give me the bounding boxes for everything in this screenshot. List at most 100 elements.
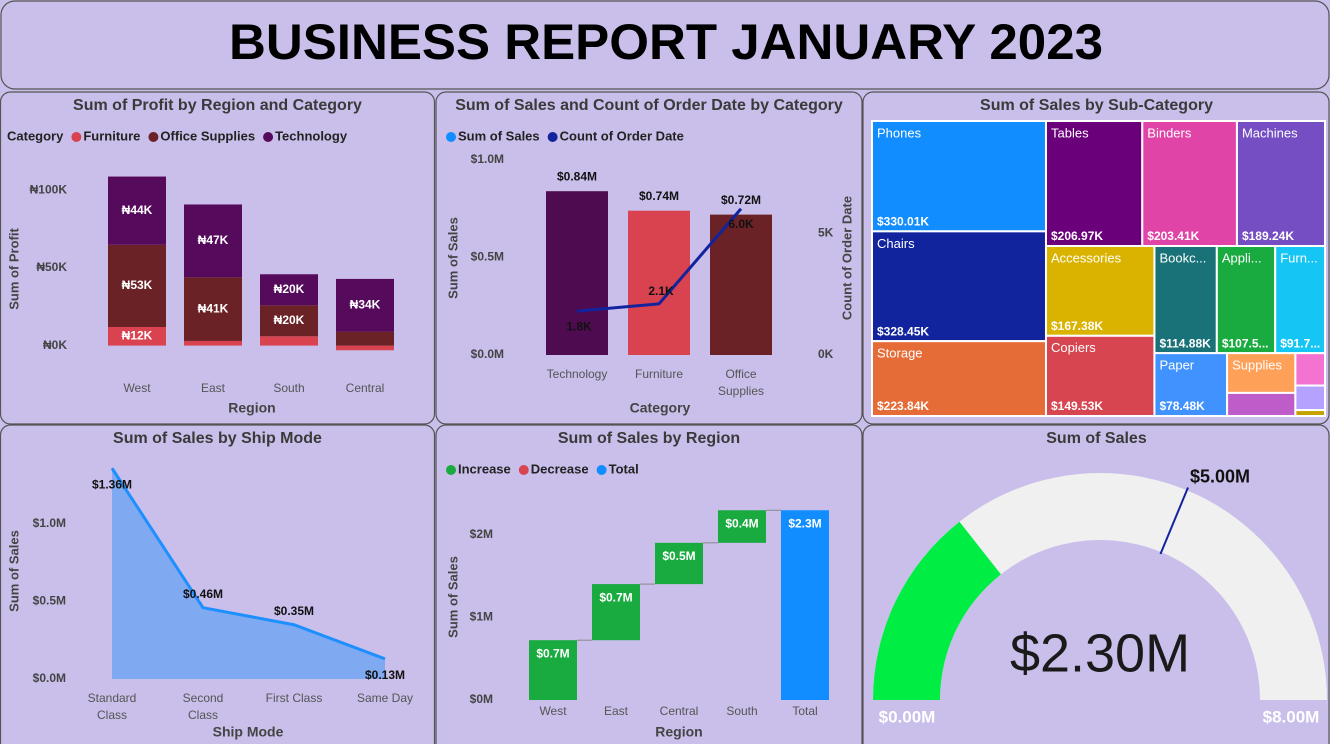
tile-value: $167.38K bbox=[1051, 319, 1103, 333]
x-tick-label: Central bbox=[660, 704, 699, 718]
tile-label: Paper bbox=[1159, 358, 1194, 373]
data-label: $0.72M bbox=[721, 193, 761, 207]
data-label: ₦44K bbox=[122, 203, 153, 217]
legend-marker bbox=[596, 465, 607, 475]
y-axis-label: Sum of Sales bbox=[445, 556, 460, 638]
data-label: $0.13M bbox=[365, 668, 405, 682]
chart-title: Sum of Sales by Region bbox=[558, 430, 740, 447]
chart-title: Sum of Profit by Region and Category bbox=[73, 97, 362, 114]
data-label: $2.3M bbox=[788, 516, 821, 530]
tile-value: $223.84K bbox=[877, 399, 929, 413]
tile-label: Chairs bbox=[877, 236, 915, 251]
y-tick-label: 5K bbox=[818, 225, 834, 239]
tile-label: Binders bbox=[1147, 125, 1192, 140]
gauge-target bbox=[1159, 487, 1189, 555]
y-tick-label: 0K bbox=[818, 347, 834, 361]
treemap-tile bbox=[1294, 352, 1326, 387]
data-label: ₦20K bbox=[274, 313, 305, 327]
bar-segment bbox=[184, 277, 242, 341]
y-tick-label: $0.5M bbox=[471, 250, 504, 264]
tile-label: Phones bbox=[877, 125, 922, 140]
tile-label: Supplies bbox=[1232, 358, 1282, 373]
data-label: $0.5M bbox=[662, 549, 695, 563]
data-label: $0.84M bbox=[557, 169, 597, 183]
tile-value: $203.41K bbox=[1147, 229, 1199, 243]
data-label: ₦41K bbox=[198, 301, 229, 315]
y-tick-label: $2M bbox=[470, 527, 493, 541]
data-label: $0.4M bbox=[725, 516, 758, 530]
bar-segment bbox=[260, 305, 318, 337]
legend-label: Total bbox=[609, 461, 639, 476]
data-label: $0.35M bbox=[274, 604, 314, 618]
x-tick-label: Technology bbox=[547, 367, 608, 381]
treemap-tile bbox=[1226, 391, 1297, 418]
treemap-tile bbox=[1294, 409, 1326, 417]
chart-title: Sum of Sales by Sub-Category bbox=[980, 97, 1213, 114]
x-tick-label: South bbox=[273, 381, 304, 395]
gauge-track bbox=[873, 473, 1327, 700]
legend-label: Technology bbox=[275, 128, 348, 143]
y-axis-label: Count of Order Date bbox=[839, 196, 854, 320]
bar-segment bbox=[260, 274, 318, 306]
y-axis-label: Sum of Profit bbox=[6, 228, 21, 310]
data-label: 2.1K bbox=[648, 284, 674, 298]
range-max-label: $8.00M bbox=[1263, 707, 1320, 726]
bar-segment bbox=[108, 244, 166, 327]
waterfall-bar bbox=[718, 510, 766, 543]
x-axis-label: Category bbox=[630, 400, 691, 416]
data-label: ₦12K bbox=[122, 328, 153, 342]
waterfall-bar bbox=[592, 584, 640, 641]
gauge-value bbox=[872, 521, 1001, 700]
treemap-tile bbox=[871, 230, 1047, 343]
bar bbox=[710, 214, 772, 355]
treemap-tile bbox=[1044, 334, 1156, 418]
legend-marker bbox=[71, 132, 82, 142]
y-tick-label: $1M bbox=[470, 610, 493, 624]
bar-segment bbox=[336, 278, 394, 332]
x-tick-label: First Class bbox=[266, 691, 323, 705]
y-tick-label: $0.5M bbox=[33, 594, 66, 608]
waterfall-bar bbox=[781, 510, 829, 700]
legend-marker bbox=[148, 132, 159, 142]
header-panel bbox=[0, 0, 1330, 90]
tile-value: $330.01K bbox=[877, 215, 929, 229]
treemap-tile bbox=[871, 120, 1047, 233]
treemap-tile bbox=[1235, 120, 1326, 248]
tile-value: $328.45K bbox=[877, 324, 929, 338]
x-tick-label: Second Class bbox=[183, 691, 224, 722]
y-tick-label: ₦0K bbox=[43, 338, 67, 352]
treemap-tile bbox=[1044, 245, 1156, 337]
legend-marker bbox=[446, 465, 456, 475]
y-tick-label: $1.0M bbox=[471, 152, 504, 166]
legend-marker bbox=[446, 132, 456, 142]
value-label: $2.30M bbox=[1010, 623, 1190, 683]
tile-value: $149.53K bbox=[1051, 399, 1103, 413]
data-label: $0.46M bbox=[183, 587, 223, 601]
bar-segment bbox=[184, 204, 242, 278]
tile-value: $107.5... bbox=[1222, 336, 1269, 350]
waterfall-bar bbox=[529, 640, 577, 700]
tile-label: Accessories bbox=[1051, 250, 1122, 265]
y-axis-label: Sum of Sales bbox=[6, 530, 21, 612]
x-axis-label: Ship Mode bbox=[213, 724, 284, 740]
legend-label: Count of Order Date bbox=[560, 128, 684, 143]
x-axis-label: Region bbox=[655, 724, 702, 740]
data-label: $0.7M bbox=[536, 646, 569, 660]
y-tick-label: $0.0M bbox=[471, 347, 504, 361]
x-tick-label: East bbox=[604, 704, 629, 718]
target-label: $5.00M bbox=[1190, 466, 1250, 486]
data-label: ₦20K bbox=[274, 282, 305, 296]
bar-segment bbox=[108, 176, 166, 245]
x-tick-label: Furniture bbox=[635, 367, 683, 381]
x-tick-label: Same Day bbox=[357, 691, 413, 705]
data-label: 6.0K bbox=[728, 217, 754, 231]
bar bbox=[546, 191, 608, 355]
tile-label: Storage bbox=[877, 346, 923, 361]
legend-label: Furniture bbox=[83, 128, 140, 143]
y-tick-label: ₦50K bbox=[36, 260, 67, 274]
tile-value: $78.48K bbox=[1159, 399, 1205, 413]
range-min-label: $0.00M bbox=[879, 707, 936, 726]
y-tick-label: ₦100K bbox=[30, 183, 68, 197]
